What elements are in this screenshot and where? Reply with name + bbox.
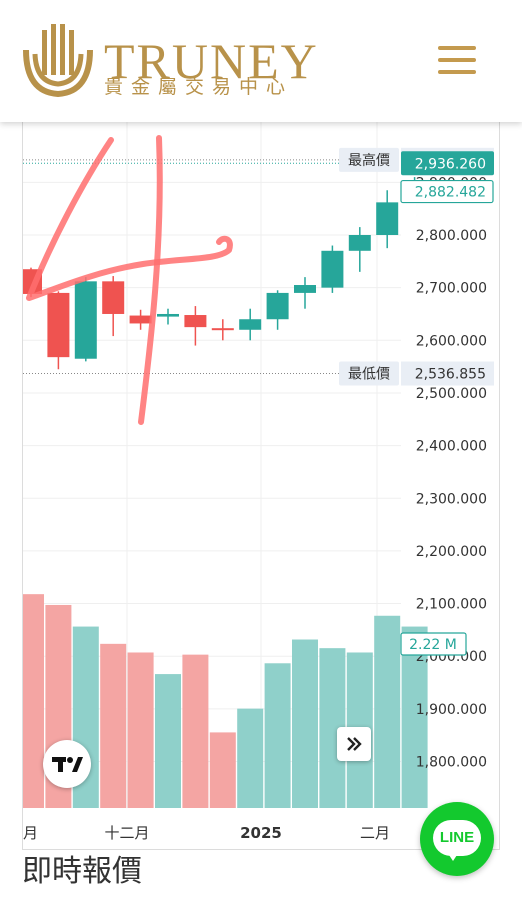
candle-body[interactable] (348, 235, 371, 251)
volume-bar (209, 732, 236, 808)
candle-body[interactable] (74, 281, 97, 359)
low-price-label: 最低價 (348, 366, 390, 383)
section-title: 即時報價 (22, 854, 142, 889)
double-chevron-right-icon (347, 737, 362, 751)
line-bubble-tail (447, 852, 459, 861)
y-tick-label: 1,900.000 (416, 702, 487, 718)
menu-button[interactable] (438, 46, 480, 78)
tradingview-logo-icon (52, 757, 83, 772)
volume-bar (127, 652, 154, 808)
hamburger-icon (438, 70, 476, 74)
volume-bar (182, 654, 209, 808)
y-tick-label: 1,800.000 (416, 755, 487, 771)
hamburger-icon (438, 58, 476, 62)
y-tick-label: 2,400.000 (416, 439, 487, 455)
current-price-badge (400, 179, 494, 204)
y-tick-label: 2,700.000 (416, 281, 487, 297)
high-price-label: 最高價 (348, 152, 390, 169)
logo-mark-icon (23, 24, 93, 98)
brand-title: TRUNEY (104, 33, 319, 89)
scroll-to-latest-button[interactable] (337, 727, 371, 761)
x-tick-label: 十二月 (104, 824, 149, 842)
y-tick-label: 2,600.000 (416, 333, 487, 349)
low-price-value: 2,536.855 (415, 367, 486, 383)
hamburger-icon (438, 46, 476, 50)
last-price-badge (401, 151, 494, 176)
candle-body[interactable] (211, 328, 234, 331)
brand-logo[interactable]: TRUNEY 貴金屬交易中心 (20, 20, 350, 110)
site-header: TRUNEY 貴金屬交易中心 (0, 0, 522, 122)
candle-body[interactable] (239, 319, 262, 330)
volume-bar (237, 708, 264, 808)
candle-body[interactable] (102, 281, 125, 314)
high-price-label-box (339, 147, 399, 172)
x-tick-label: 2025 (240, 824, 282, 842)
low-price-value-box (401, 361, 494, 386)
last-price-value: 2,936.260 (415, 156, 486, 172)
volume-bar (292, 639, 318, 808)
y-tick-label: 2,500.000 (416, 386, 487, 402)
line-bubble-icon (433, 820, 481, 856)
volume-bar (155, 674, 181, 808)
candle-body[interactable] (321, 250, 344, 288)
candle-body[interactable] (294, 285, 316, 293)
volume-bar (374, 615, 401, 808)
candle-body[interactable] (376, 202, 399, 235)
volume-bar (23, 594, 44, 808)
volume-value: 2.22 M (409, 637, 457, 653)
y-tick-label: 2,800.000 (416, 228, 487, 244)
annotation-stroke (138, 135, 163, 425)
candle-body[interactable] (157, 313, 179, 317)
volume-badge (400, 632, 467, 656)
volume-bar (401, 626, 428, 808)
line-label: LINE (439, 829, 475, 846)
chart-panel[interactable]: 1,800.000 1,900.000 2,000.000 2,100.000 2,20… (22, 122, 500, 850)
candle-body[interactable] (266, 292, 289, 320)
candle-body[interactable] (47, 292, 70, 358)
brand-subtitle: 貴金屬交易中心 (104, 76, 294, 98)
volume-bar (100, 643, 127, 808)
y-tick-label: 2,200.000 (416, 544, 487, 560)
tradingview-logo-icon[interactable] (43, 740, 91, 788)
current-price-value: 2,882.482 (415, 185, 486, 201)
y-tick-label: 2,300.000 (416, 491, 487, 507)
low-price-label-box (339, 361, 399, 386)
x-tick-label: 月 (23, 824, 38, 842)
x-tick-label: 二月 (360, 824, 390, 842)
line-chat-button[interactable]: LINE (420, 802, 494, 876)
candle-body[interactable] (184, 315, 207, 328)
volume-bar (264, 663, 291, 808)
y-tick-label: 2,100.000 (416, 597, 487, 613)
price-chart[interactable]: 1,800.0001,900.0002,000.0002,100.0002,20… (23, 122, 500, 850)
annotation-stroke (26, 137, 233, 301)
candle-body[interactable] (129, 315, 152, 324)
